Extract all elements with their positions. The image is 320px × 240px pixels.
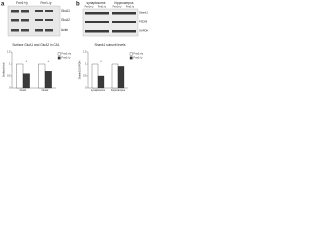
y-tick-label: 1.5 [7, 51, 11, 54]
group-label: hippocampus [115, 1, 134, 5]
band-label: GAPDH [139, 29, 148, 33]
chart-title: Surface GluA1 and GluA2 in CA1 [12, 43, 59, 47]
y-tick-label: 0 [9, 87, 11, 90]
bar [97, 75, 105, 89]
band-label: Actin [61, 28, 68, 32]
figure: a b Fmr1+/y Fmr1-/y GluA1 GluA2 Actin sy… [1, 1, 148, 92]
y-tick-label: 1.5 [83, 51, 87, 54]
band-label: Shank1 [139, 11, 148, 15]
y-tick-label: 1 [9, 63, 11, 66]
y-axis-label: Shank1/GAPDH [78, 61, 82, 80]
panel-label: b [76, 2, 80, 8]
legend-swatch [129, 52, 133, 56]
y-axis-label: Surface/total [2, 62, 6, 77]
y-tick-label: 0 [85, 87, 87, 90]
bar [44, 71, 52, 89]
legend-label: Fmr1+/y [62, 52, 72, 56]
bar [16, 63, 24, 89]
bands [85, 12, 136, 33]
legend-label: Fmr1-/y [62, 56, 72, 60]
panel-label: a [1, 2, 5, 8]
group-label: synaptosome [87, 1, 106, 5]
bar [38, 63, 46, 89]
column-label: Fmr1+/y [16, 1, 28, 5]
band-label: GluA2 [61, 18, 70, 22]
bar [111, 63, 119, 89]
column-label: Fmr1-/y [98, 6, 107, 9]
y-tick-label: 0.5 [83, 75, 87, 78]
y-tick-label: 0.5 [7, 75, 11, 78]
column-label: Fmr1-/y [126, 6, 135, 9]
bar [117, 66, 125, 89]
legend-swatch [129, 56, 133, 60]
x-tick-label: hippocampus [111, 89, 126, 92]
legend-swatch [57, 56, 61, 60]
annotation: * [100, 60, 102, 64]
column-label: Fmr1-/y [41, 1, 52, 5]
column-labels: Fmr1+/y Fmr1-/y Fmr1+/y Fmr1-/y [85, 6, 135, 9]
y-tick-label: 1 [85, 63, 87, 66]
x-tick-label: synaptosome [91, 89, 106, 92]
legend-swatch [57, 52, 61, 56]
column-label: Fmr1+/y [113, 6, 123, 9]
legend-label: Fmr1-/y [134, 56, 144, 60]
bar [22, 73, 30, 89]
chart-title: Shank1 subunit levels [94, 43, 125, 47]
x-tick-label: GluA1 [20, 89, 27, 92]
legend-label: Fmr1+/y [134, 52, 144, 56]
column-label: Fmr1+/y [85, 6, 95, 9]
band-label: GluA1 [61, 9, 70, 13]
annotation: * [48, 60, 50, 64]
bar [91, 63, 99, 89]
bands [11, 10, 53, 32]
band-label: PSD95 [139, 20, 148, 24]
annotation: * [26, 60, 28, 64]
x-tick-label: GluA2 [42, 89, 49, 92]
